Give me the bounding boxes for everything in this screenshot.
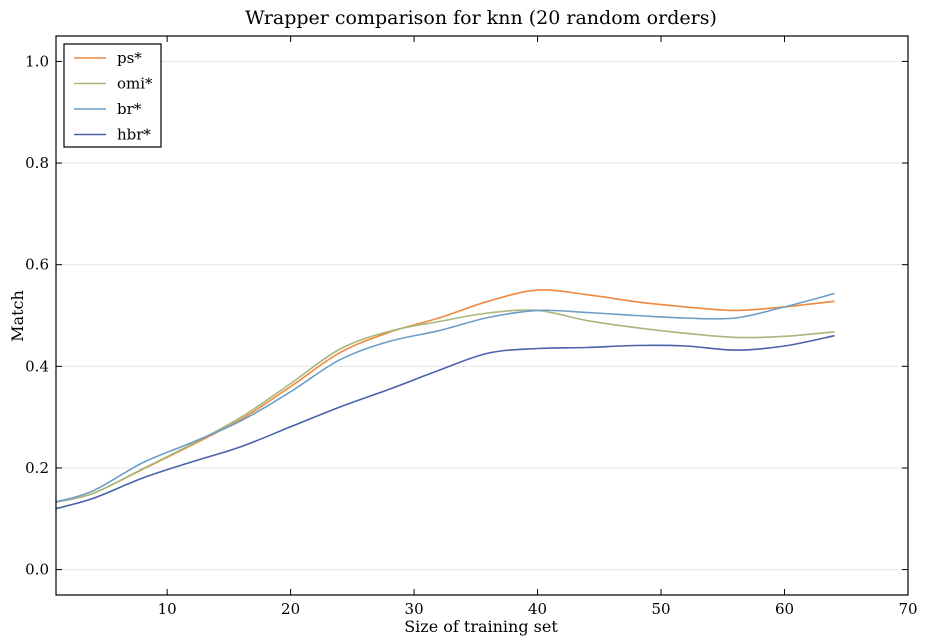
series-line-hbr <box>55 335 835 510</box>
x-tick-label: 10 <box>158 600 177 618</box>
plot-frame <box>55 35 909 596</box>
y-tick-label: 0.2 <box>25 459 49 477</box>
legend-label: br* <box>117 100 142 118</box>
chart-title: Wrapper comparison for knn (20 random or… <box>245 7 717 29</box>
y-tick-label: 0.0 <box>25 561 49 579</box>
legend: ps* omi* br* hbr* <box>63 43 162 148</box>
legend-label: omi* <box>117 75 153 93</box>
axis-ticks: 0.0 0.2 0.4 0.6 0.8 1.0 10 20 30 40 50 60 70 <box>25 36 918 618</box>
y-tick-label: 0.8 <box>25 154 49 172</box>
x-tick-label: 60 <box>775 600 794 618</box>
legend-label: hbr* <box>117 126 151 144</box>
series-line-omi <box>55 309 835 503</box>
y-tick-label: 0.4 <box>25 357 49 375</box>
y-tick-label: 1.0 <box>25 52 49 70</box>
series-line-ps <box>55 289 835 503</box>
x-axis-label: Size of training set <box>404 617 558 636</box>
grid-lines <box>56 60 908 571</box>
x-tick-label: 40 <box>528 600 547 618</box>
x-tick-label: 70 <box>898 600 917 618</box>
y-axis-label: Match <box>8 290 27 342</box>
series-lines <box>55 289 835 510</box>
legend-box <box>63 43 162 148</box>
x-tick-label: 30 <box>405 600 424 618</box>
x-tick-label: 20 <box>281 600 300 618</box>
legend-label: ps* <box>117 49 142 67</box>
y-tick-label: 0.6 <box>25 256 49 274</box>
series-line-br <box>55 292 835 503</box>
x-tick-label: 50 <box>651 600 670 618</box>
